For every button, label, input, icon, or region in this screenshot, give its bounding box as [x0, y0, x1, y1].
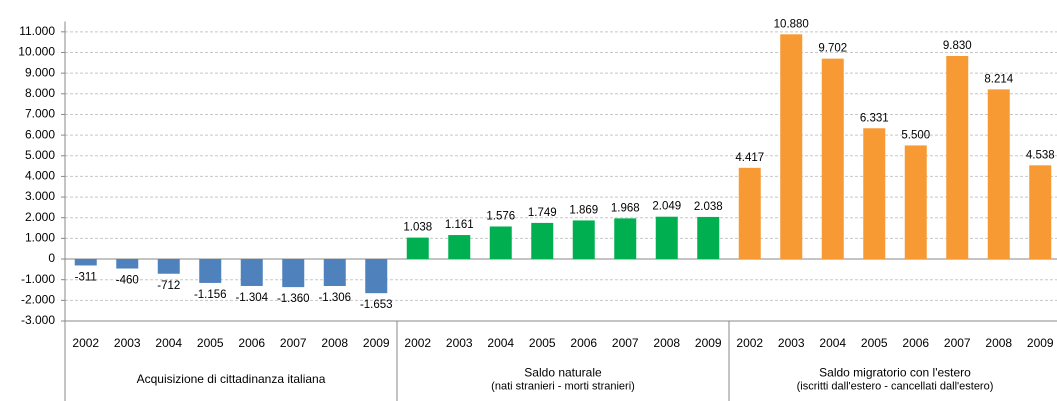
x-tick-label: 2002 [736, 336, 763, 350]
bar [614, 218, 637, 260]
value-label: 9.702 [818, 43, 847, 55]
group-label: (iscritti dall'estero - cancellati dall'… [797, 380, 994, 392]
bar [448, 235, 471, 260]
value-label: -460 [116, 275, 139, 287]
value-label: 1.869 [569, 204, 598, 216]
x-tick-label: 2008 [985, 336, 1012, 350]
value-label: -712 [157, 280, 180, 292]
y-tick-label: 9.000 [25, 65, 55, 79]
bar [365, 259, 388, 294]
bar [863, 128, 886, 260]
bar [157, 259, 180, 274]
y-tick-label: 2.000 [25, 210, 55, 224]
bar [946, 55, 969, 260]
y-tick-label: -3.000 [21, 313, 55, 327]
y-tick-label: 0 [48, 251, 55, 265]
value-label: -1.360 [277, 293, 310, 305]
x-tick-label: 2007 [612, 336, 639, 350]
value-label: 1.749 [528, 207, 557, 219]
x-tick-label: 2003 [778, 336, 805, 350]
y-tick-label: -1.000 [21, 272, 55, 286]
y-tick-label: -2.000 [21, 293, 55, 307]
bar [697, 216, 720, 260]
bar [904, 145, 927, 260]
x-tick-label: 2007 [280, 336, 307, 350]
value-label: -1.156 [194, 289, 227, 301]
y-tick-label: 4.000 [25, 169, 55, 183]
x-tick-label: 2006 [902, 336, 929, 350]
bar [738, 167, 761, 260]
x-tick-label: 2009 [695, 336, 722, 350]
x-tick-label: 2004 [487, 336, 514, 350]
x-tick-label: 2008 [321, 336, 348, 350]
bar [199, 259, 222, 283]
x-tick-label: 2006 [570, 336, 597, 350]
bar [572, 220, 595, 260]
bar [780, 34, 803, 260]
y-tick-label: 8.000 [25, 86, 55, 100]
x-tick-label: 2005 [197, 336, 224, 350]
value-label: 10.880 [774, 18, 809, 30]
group-label: (nati stranieri - morti stranieri) [491, 380, 635, 392]
x-tick-label: 2005 [529, 336, 556, 350]
bar [240, 259, 263, 286]
x-tick-label: 2007 [944, 336, 971, 350]
value-label: 2.038 [694, 201, 723, 213]
bar [987, 89, 1010, 260]
x-tick-label: 2009 [363, 336, 390, 350]
value-label: 1.968 [611, 202, 640, 214]
value-label: -311 [75, 271, 97, 283]
y-tick-label: 7.000 [25, 107, 55, 121]
bar [531, 222, 554, 260]
x-tick-label: 2006 [238, 336, 265, 350]
value-label: 9.830 [943, 40, 972, 52]
bar [489, 226, 512, 260]
value-label: -1.304 [235, 292, 268, 304]
value-label: 4.538 [1026, 149, 1055, 161]
value-label: 8.214 [984, 73, 1013, 85]
x-tick-label: 2005 [861, 336, 888, 350]
value-label: 4.417 [735, 152, 764, 164]
bar [282, 259, 305, 288]
bar [323, 259, 346, 287]
x-tick-label: 2008 [653, 336, 680, 350]
group-label: Saldo migratorio con l'estero [819, 366, 971, 380]
value-label: -1.653 [360, 299, 393, 311]
bar [74, 259, 97, 266]
y-tick-label: 3.000 [25, 189, 55, 203]
bar [116, 259, 139, 269]
value-label: 1.161 [445, 219, 474, 231]
y-tick-label: 6.000 [25, 127, 55, 141]
group-label: Saldo naturale [524, 366, 602, 380]
value-label: -1.306 [318, 292, 351, 304]
bar [1029, 165, 1052, 260]
bar [821, 58, 844, 260]
x-tick-label: 2003 [446, 336, 473, 350]
value-label: 1.038 [403, 222, 432, 234]
x-tick-label: 2002 [404, 336, 431, 350]
value-label: 2.049 [652, 201, 681, 213]
bar [406, 237, 429, 260]
x-tick-label: 2004 [819, 336, 846, 350]
x-tick-label: 2002 [72, 336, 99, 350]
group-label: Acquisizione di cittadinanza italiana [137, 372, 326, 386]
bar [655, 216, 678, 260]
x-tick-label: 2009 [1027, 336, 1054, 350]
y-tick-label: 11.000 [19, 24, 55, 38]
y-tick-label: 5.000 [25, 148, 55, 162]
value-label: 5.500 [901, 129, 930, 141]
y-tick-label: 10.000 [18, 45, 55, 59]
value-label: 1.576 [486, 211, 515, 223]
x-tick-label: 2004 [155, 336, 182, 350]
x-tick-label: 2003 [114, 336, 141, 350]
value-label: 6.331 [860, 112, 889, 124]
y-tick-label: 1.000 [25, 231, 55, 245]
